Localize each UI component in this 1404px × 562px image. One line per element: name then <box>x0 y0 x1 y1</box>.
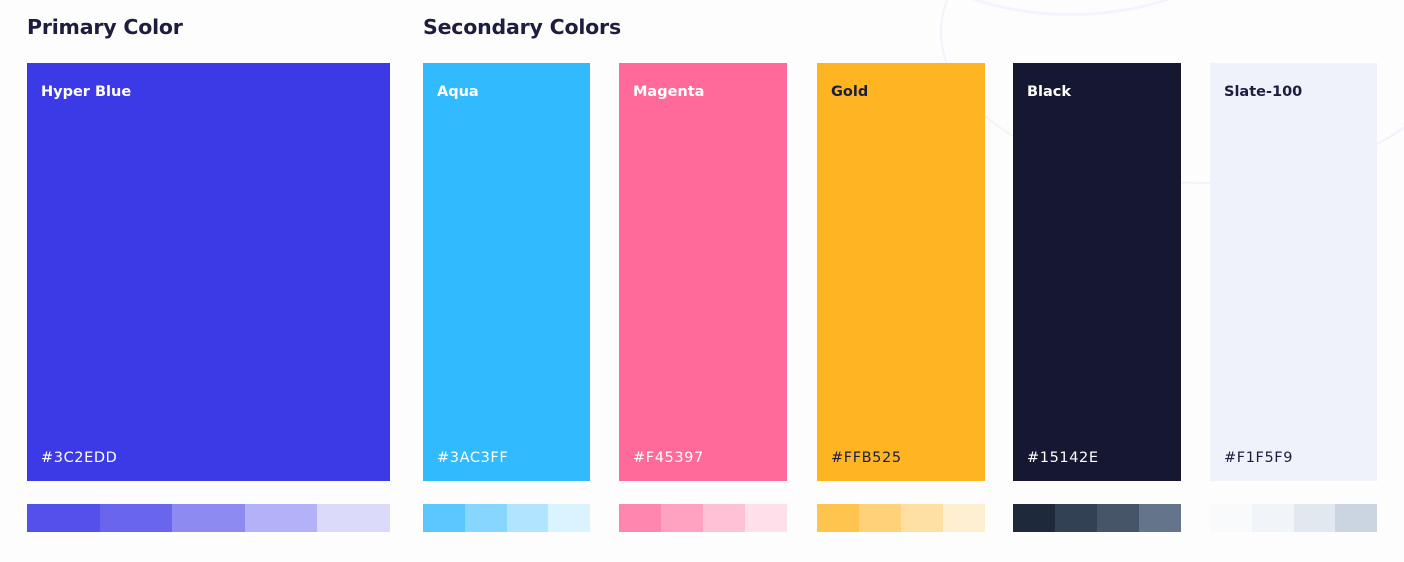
tint-swatch <box>1251 504 1294 532</box>
tint-swatch <box>817 504 859 532</box>
tint-strip-slate-100 <box>1210 504 1377 532</box>
swatch-name: Hyper Blue <box>41 84 132 100</box>
tint-swatch <box>317 504 390 532</box>
swatch-hex-code: #F1F5F9 <box>1224 450 1294 466</box>
tint-swatch <box>859 504 901 532</box>
background-decoration <box>858 0 1284 16</box>
swatch-hex-code: #15142E <box>1027 450 1099 466</box>
swatch-name: Black <box>1027 84 1072 100</box>
primary-color-heading: Primary Color <box>27 15 183 39</box>
tint-swatch <box>548 504 590 532</box>
tint-swatch <box>1139 504 1181 532</box>
swatch-gold: Gold #FFB525 <box>817 63 985 481</box>
tint-swatch <box>619 504 661 532</box>
tint-swatch <box>1335 504 1377 532</box>
tint-swatch <box>99 504 173 532</box>
tint-strip-black <box>1013 504 1181 532</box>
tint-swatch <box>423 504 465 532</box>
tint-strip-hyper-blue <box>27 504 390 532</box>
tint-strip-aqua <box>423 504 590 532</box>
tint-swatch <box>943 504 985 532</box>
swatch-hex-code: #FFB525 <box>831 450 902 466</box>
swatch-name: Magenta <box>633 84 705 100</box>
swatch-name: Aqua <box>437 84 479 100</box>
swatch-hex-code: #F45397 <box>633 450 704 466</box>
swatch-aqua: Aqua #3AC3FF <box>423 63 590 481</box>
swatch-slate-100: Slate-100 #F1F5F9 <box>1210 63 1377 481</box>
tint-swatch <box>172 504 245 532</box>
tint-swatch <box>703 504 745 532</box>
swatch-magenta: Magenta #F45397 <box>619 63 787 481</box>
tint-swatch <box>27 504 100 532</box>
swatch-name: Gold <box>831 84 869 100</box>
tint-swatch <box>464 504 507 532</box>
swatch-black: Black #15142E <box>1013 63 1181 481</box>
tint-swatch <box>1013 504 1055 532</box>
tint-strip-gold <box>817 504 985 532</box>
tint-swatch <box>506 504 549 532</box>
tint-swatch <box>1293 504 1336 532</box>
tint-swatch <box>1055 504 1097 532</box>
secondary-colors-heading: Secondary Colors <box>423 15 621 39</box>
swatch-name: Slate-100 <box>1224 84 1303 100</box>
tint-swatch <box>244 504 318 532</box>
tint-swatch <box>901 504 943 532</box>
tint-swatch <box>661 504 703 532</box>
tint-swatch <box>745 504 787 532</box>
swatch-hyper-blue: Hyper Blue #3C2EDD <box>27 63 390 481</box>
tint-swatch <box>1097 504 1139 532</box>
swatch-hex-code: #3AC3FF <box>437 450 509 466</box>
swatch-hex-code: #3C2EDD <box>41 450 118 466</box>
tint-strip-magenta <box>619 504 787 532</box>
tint-swatch <box>1210 504 1252 532</box>
